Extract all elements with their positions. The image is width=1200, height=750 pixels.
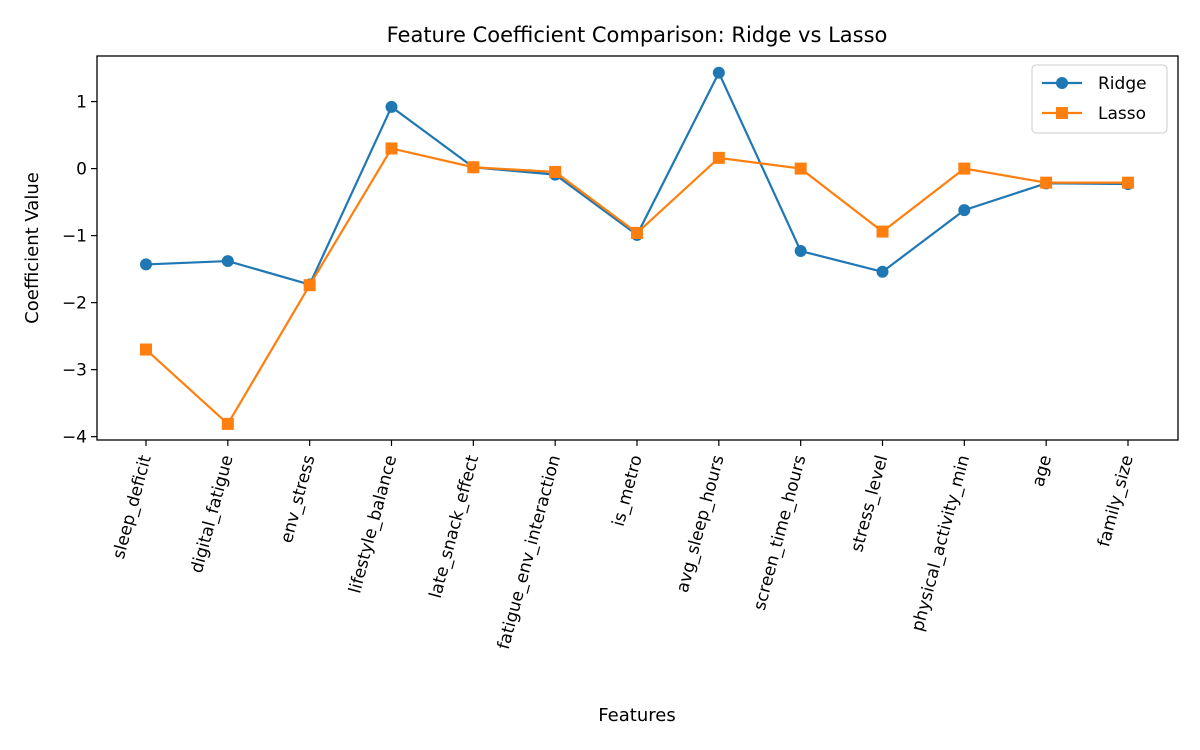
y-tick-label: −2	[62, 294, 87, 314]
legend-marker-ridge	[1056, 77, 1068, 89]
ridge-point-avg_sleep_hours	[712, 66, 725, 79]
y-tick-label: 1	[76, 93, 87, 113]
legend-label-ridge: Ridge	[1098, 74, 1147, 94]
x-tick-label: family_size	[1094, 453, 1138, 549]
y-axis-label: Coefficient Value	[22, 172, 43, 324]
ridge-point-stress_level	[876, 265, 889, 278]
x-axis-label: Features	[598, 705, 675, 726]
lasso-point-screen_time_hours	[794, 162, 807, 175]
y-tick-label: 0	[76, 160, 87, 180]
ridge-point-lifestyle_balance	[385, 100, 398, 113]
ridge-point-physical_activity_min	[958, 204, 971, 217]
legend-label-lasso: Lasso	[1098, 104, 1146, 124]
lasso-point-sleep_deficit	[140, 343, 152, 356]
lasso-point-avg_sleep_hours	[712, 151, 725, 164]
lasso-point-age	[1040, 176, 1053, 189]
x-tick-label: is_metro	[609, 453, 647, 528]
lasso-point-lifestyle_balance	[385, 142, 398, 155]
lasso-point-digital_fatigue	[221, 417, 234, 430]
series-line-ridge	[145, 70, 1129, 286]
lasso-point-family_size	[1122, 176, 1134, 189]
lasso-point-fatigue_env_interaction	[549, 165, 562, 178]
lasso-point-stress_level	[876, 225, 889, 238]
legend-marker-lasso	[1056, 107, 1068, 119]
x-tick-label: avg_sleep_hours	[673, 453, 729, 595]
lasso-point-env_stress	[303, 279, 316, 292]
x-tick-label: digital_fatigue	[187, 453, 238, 575]
x-tick-label: env_stress	[277, 453, 320, 545]
x-tick-label: lifestyle_balance	[345, 453, 401, 595]
y-tick-label: −1	[62, 227, 87, 247]
chart-title: Feature Coefficient Comparison: Ridge vs…	[387, 23, 888, 47]
lasso-point-late_snack_effect	[467, 161, 480, 174]
ridge-point-digital_fatigue	[221, 255, 234, 268]
series-line-lasso	[145, 147, 1128, 426]
x-tick-label: fatigue_env_interaction	[494, 453, 565, 651]
ridge-point-sleep_deficit	[140, 258, 152, 271]
x-tick-label: late_snack_effect	[426, 453, 483, 601]
y-tick-label: −3	[62, 361, 87, 381]
y-tick-label: −4	[62, 428, 87, 448]
lasso-point-physical_activity_min	[958, 162, 971, 175]
plot-frame	[96, 55, 1179, 441]
x-tick-label: stress_level	[847, 453, 892, 554]
x-tick-label: sleep_deficit	[109, 453, 156, 561]
x-tick-label: screen_time_hours	[750, 453, 811, 613]
x-tick-label: age	[1028, 453, 1056, 489]
ridge-point-screen_time_hours	[794, 245, 807, 258]
lasso-point-is_metro	[631, 226, 643, 239]
legend: Ridge Lasso	[1031, 64, 1168, 134]
x-tick-label: physical_activity_min	[908, 453, 974, 633]
